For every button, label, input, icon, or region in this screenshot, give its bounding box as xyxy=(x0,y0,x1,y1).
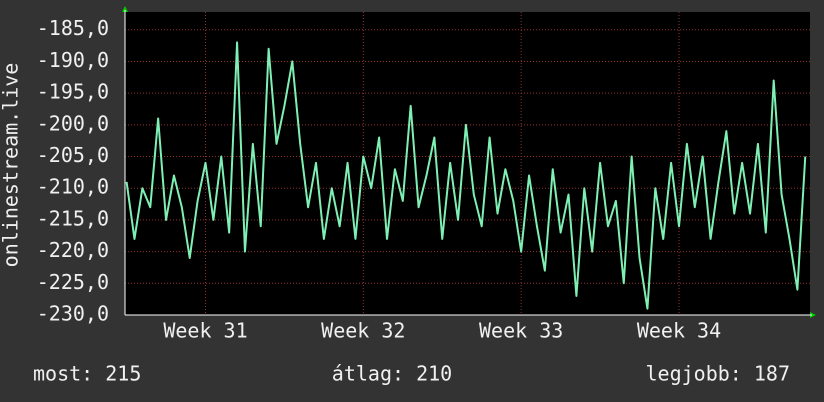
plot-area xyxy=(125,12,810,315)
x-tick-label: Week 31 xyxy=(163,319,247,343)
x-tick-label: Week 33 xyxy=(479,319,563,343)
x-tick-label: Week 34 xyxy=(637,319,721,343)
y-tick-label: -230,0 xyxy=(37,302,109,326)
y-tick-label: -225,0 xyxy=(37,270,109,294)
y-tick-label: -185,0 xyxy=(37,16,109,40)
footer-current: most: 215 xyxy=(33,362,141,386)
y-axis-label: onlinestream.live xyxy=(0,63,23,268)
x-axis-arrow xyxy=(810,312,816,318)
series-line xyxy=(125,41,807,310)
footer-average: átlag: 210 xyxy=(332,362,452,386)
y-tick-label: -215,0 xyxy=(37,206,109,230)
footer-best: legjobb: 187 xyxy=(646,362,791,386)
y-tick-label: -200,0 xyxy=(37,111,109,135)
y-tick-label: -205,0 xyxy=(37,143,109,167)
y-axis-arrow xyxy=(122,6,128,12)
y-tick-label: -210,0 xyxy=(37,175,109,199)
y-tick-label: -220,0 xyxy=(37,238,109,262)
y-tick-label: -195,0 xyxy=(37,80,109,104)
y-tick-label: -190,0 xyxy=(37,48,109,72)
x-tick-label: Week 32 xyxy=(321,319,405,343)
